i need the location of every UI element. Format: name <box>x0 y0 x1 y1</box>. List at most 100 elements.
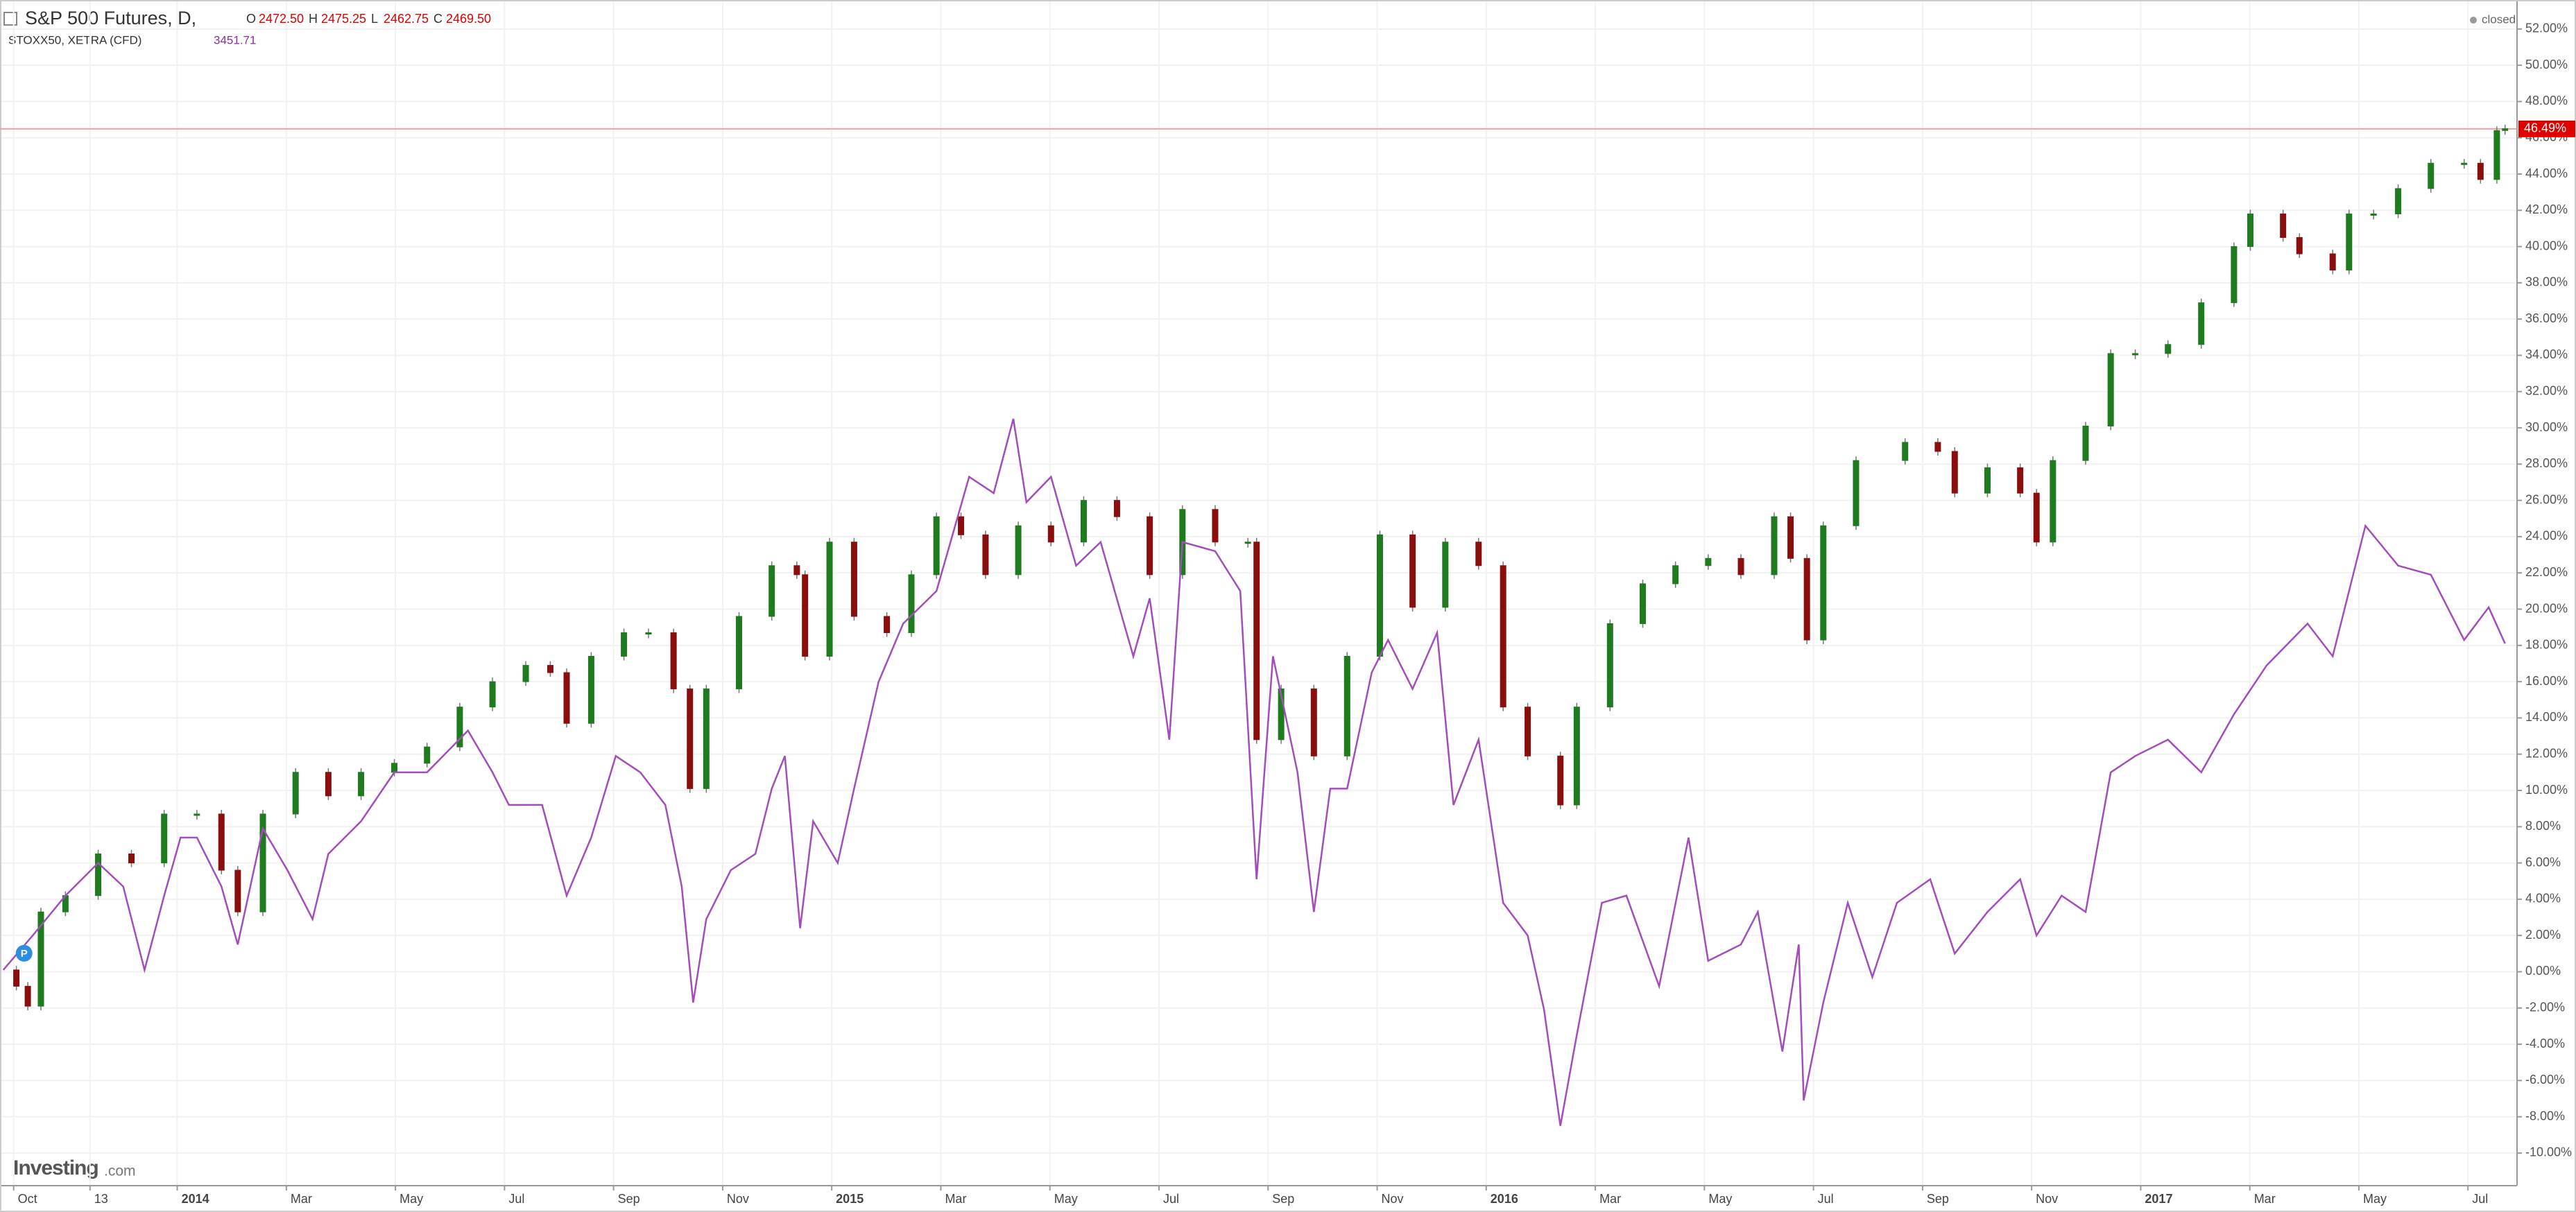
y-tick-label: 50.00% <box>2525 58 2568 71</box>
y-tick-label: 34.00% <box>2525 347 2568 361</box>
y-tick-label: 24.00% <box>2525 529 2568 543</box>
candle-body <box>1525 707 1531 756</box>
x-tick-label: May <box>1054 1192 1078 1206</box>
candle-body <box>1310 689 1317 756</box>
marker <box>15 944 33 962</box>
x-tick-label: Oct <box>18 1192 37 1206</box>
y-tick-label: 30.00% <box>2525 420 2568 434</box>
candle-body <box>325 772 332 797</box>
y-tick-label: 20.00% <box>2525 601 2568 615</box>
candle-body <box>768 565 775 617</box>
x-tick-label: Nov <box>1382 1192 1404 1206</box>
y-tick-label: 26.00% <box>2525 492 2568 506</box>
candle-body <box>1376 534 1383 657</box>
candle-body <box>456 707 463 747</box>
candle-body <box>933 516 940 575</box>
candle-body <box>1737 557 1744 575</box>
candle-body <box>2296 237 2303 254</box>
candle-body <box>2033 492 2040 543</box>
y-tick-label: 28.00% <box>2525 456 2568 470</box>
x-tick-label: 2016 <box>1491 1192 1518 1206</box>
candle-body <box>1244 542 1251 544</box>
candle-body <box>1047 525 1054 543</box>
ohlc-value: 2469.50 <box>446 12 491 26</box>
candle-body <box>2280 214 2287 239</box>
y-tick-label: -10.00% <box>2525 1145 2572 1159</box>
candle-body <box>1803 557 1810 641</box>
x-tick-label: Jul <box>1818 1192 1834 1206</box>
marker-label: P <box>21 948 28 960</box>
candle-body <box>2502 128 2509 131</box>
candle-body <box>2082 425 2089 461</box>
x-tick-label: Jul <box>2472 1192 2488 1206</box>
y-tick-label: 40.00% <box>2525 239 2568 252</box>
y-tick-label: -8.00% <box>2525 1109 2565 1123</box>
collapse-icon[interactable] <box>3 12 17 26</box>
y-tick-label: 14.00% <box>2525 710 2568 724</box>
candle-body <box>128 854 135 864</box>
candle-body <box>194 813 200 816</box>
candle-body <box>1639 583 1646 624</box>
candle-body <box>1409 534 1416 608</box>
candle-body <box>1212 509 1219 543</box>
candle-body <box>1475 542 1482 566</box>
compare-name[interactable]: STOXX50, XETRA (CFD) <box>8 33 141 46</box>
ohlc-value: 2462.75 <box>384 12 429 26</box>
candle-body <box>1557 755 1564 806</box>
candle-body <box>2428 162 2435 189</box>
candle-body <box>424 746 431 764</box>
candle-body <box>2395 188 2402 215</box>
candle-body <box>793 565 800 575</box>
x-tick-label: 2017 <box>2145 1192 2172 1206</box>
candle-body <box>670 632 677 690</box>
ohlc-value: 2472.50 <box>259 12 304 26</box>
candle-body <box>489 681 496 708</box>
candle-body <box>1147 516 1153 575</box>
brand-suffix: .com <box>104 1163 136 1179</box>
ohlc-key: L <box>371 12 378 26</box>
candle-body <box>1705 557 1712 566</box>
candle-body <box>1113 500 1120 517</box>
y-tick-label: 36.00% <box>2525 311 2568 325</box>
candle-body <box>547 665 553 673</box>
y-tick-label: 12.00% <box>2525 746 2568 760</box>
candle-body <box>2477 162 2484 180</box>
candle-body <box>1253 542 1260 741</box>
ohlc-key: O <box>246 12 256 26</box>
candle-body <box>850 542 857 617</box>
candle-body <box>687 689 694 789</box>
y-tick-label: 32.00% <box>2525 384 2568 398</box>
y-tick-label: 16.00% <box>2525 674 2568 688</box>
x-tick-label: Jul <box>1163 1192 1179 1206</box>
candle-body <box>1442 542 1449 608</box>
candle-body <box>1902 442 1909 461</box>
candle-body <box>2107 353 2114 426</box>
candle-body <box>1787 516 1794 559</box>
y-tick-label: 42.00% <box>2525 202 2568 216</box>
x-tick-label: 13 <box>94 1192 108 1206</box>
candle-body <box>1951 451 1958 494</box>
y-tick-label: 6.00% <box>2525 855 2561 869</box>
candle-body <box>621 632 628 657</box>
ohlc-value: 2475.25 <box>321 12 366 26</box>
x-tick-label: Sep <box>1927 1192 1949 1206</box>
x-tick-label: Mar <box>945 1192 966 1206</box>
y-tick-label: 8.00% <box>2525 819 2561 833</box>
candle-body <box>24 985 31 1007</box>
candle-body <box>391 763 398 773</box>
ohlc-key: C <box>433 12 443 26</box>
ohlc-key: H <box>309 12 318 26</box>
candle-body <box>234 869 241 912</box>
candle-body <box>2461 162 2468 165</box>
x-tick-label: Nov <box>2036 1192 2058 1206</box>
candle-body <box>2231 246 2238 304</box>
x-tick-label: May <box>400 1192 423 1206</box>
candle-body <box>161 813 168 864</box>
y-tick-label: 38.00% <box>2525 275 2568 289</box>
candle-body <box>1343 656 1350 756</box>
candle-body <box>1771 516 1778 575</box>
candle-body <box>736 616 743 690</box>
symbol-title[interactable]: S&P 500 Futures, D, <box>25 8 196 28</box>
candle-body <box>587 656 594 724</box>
